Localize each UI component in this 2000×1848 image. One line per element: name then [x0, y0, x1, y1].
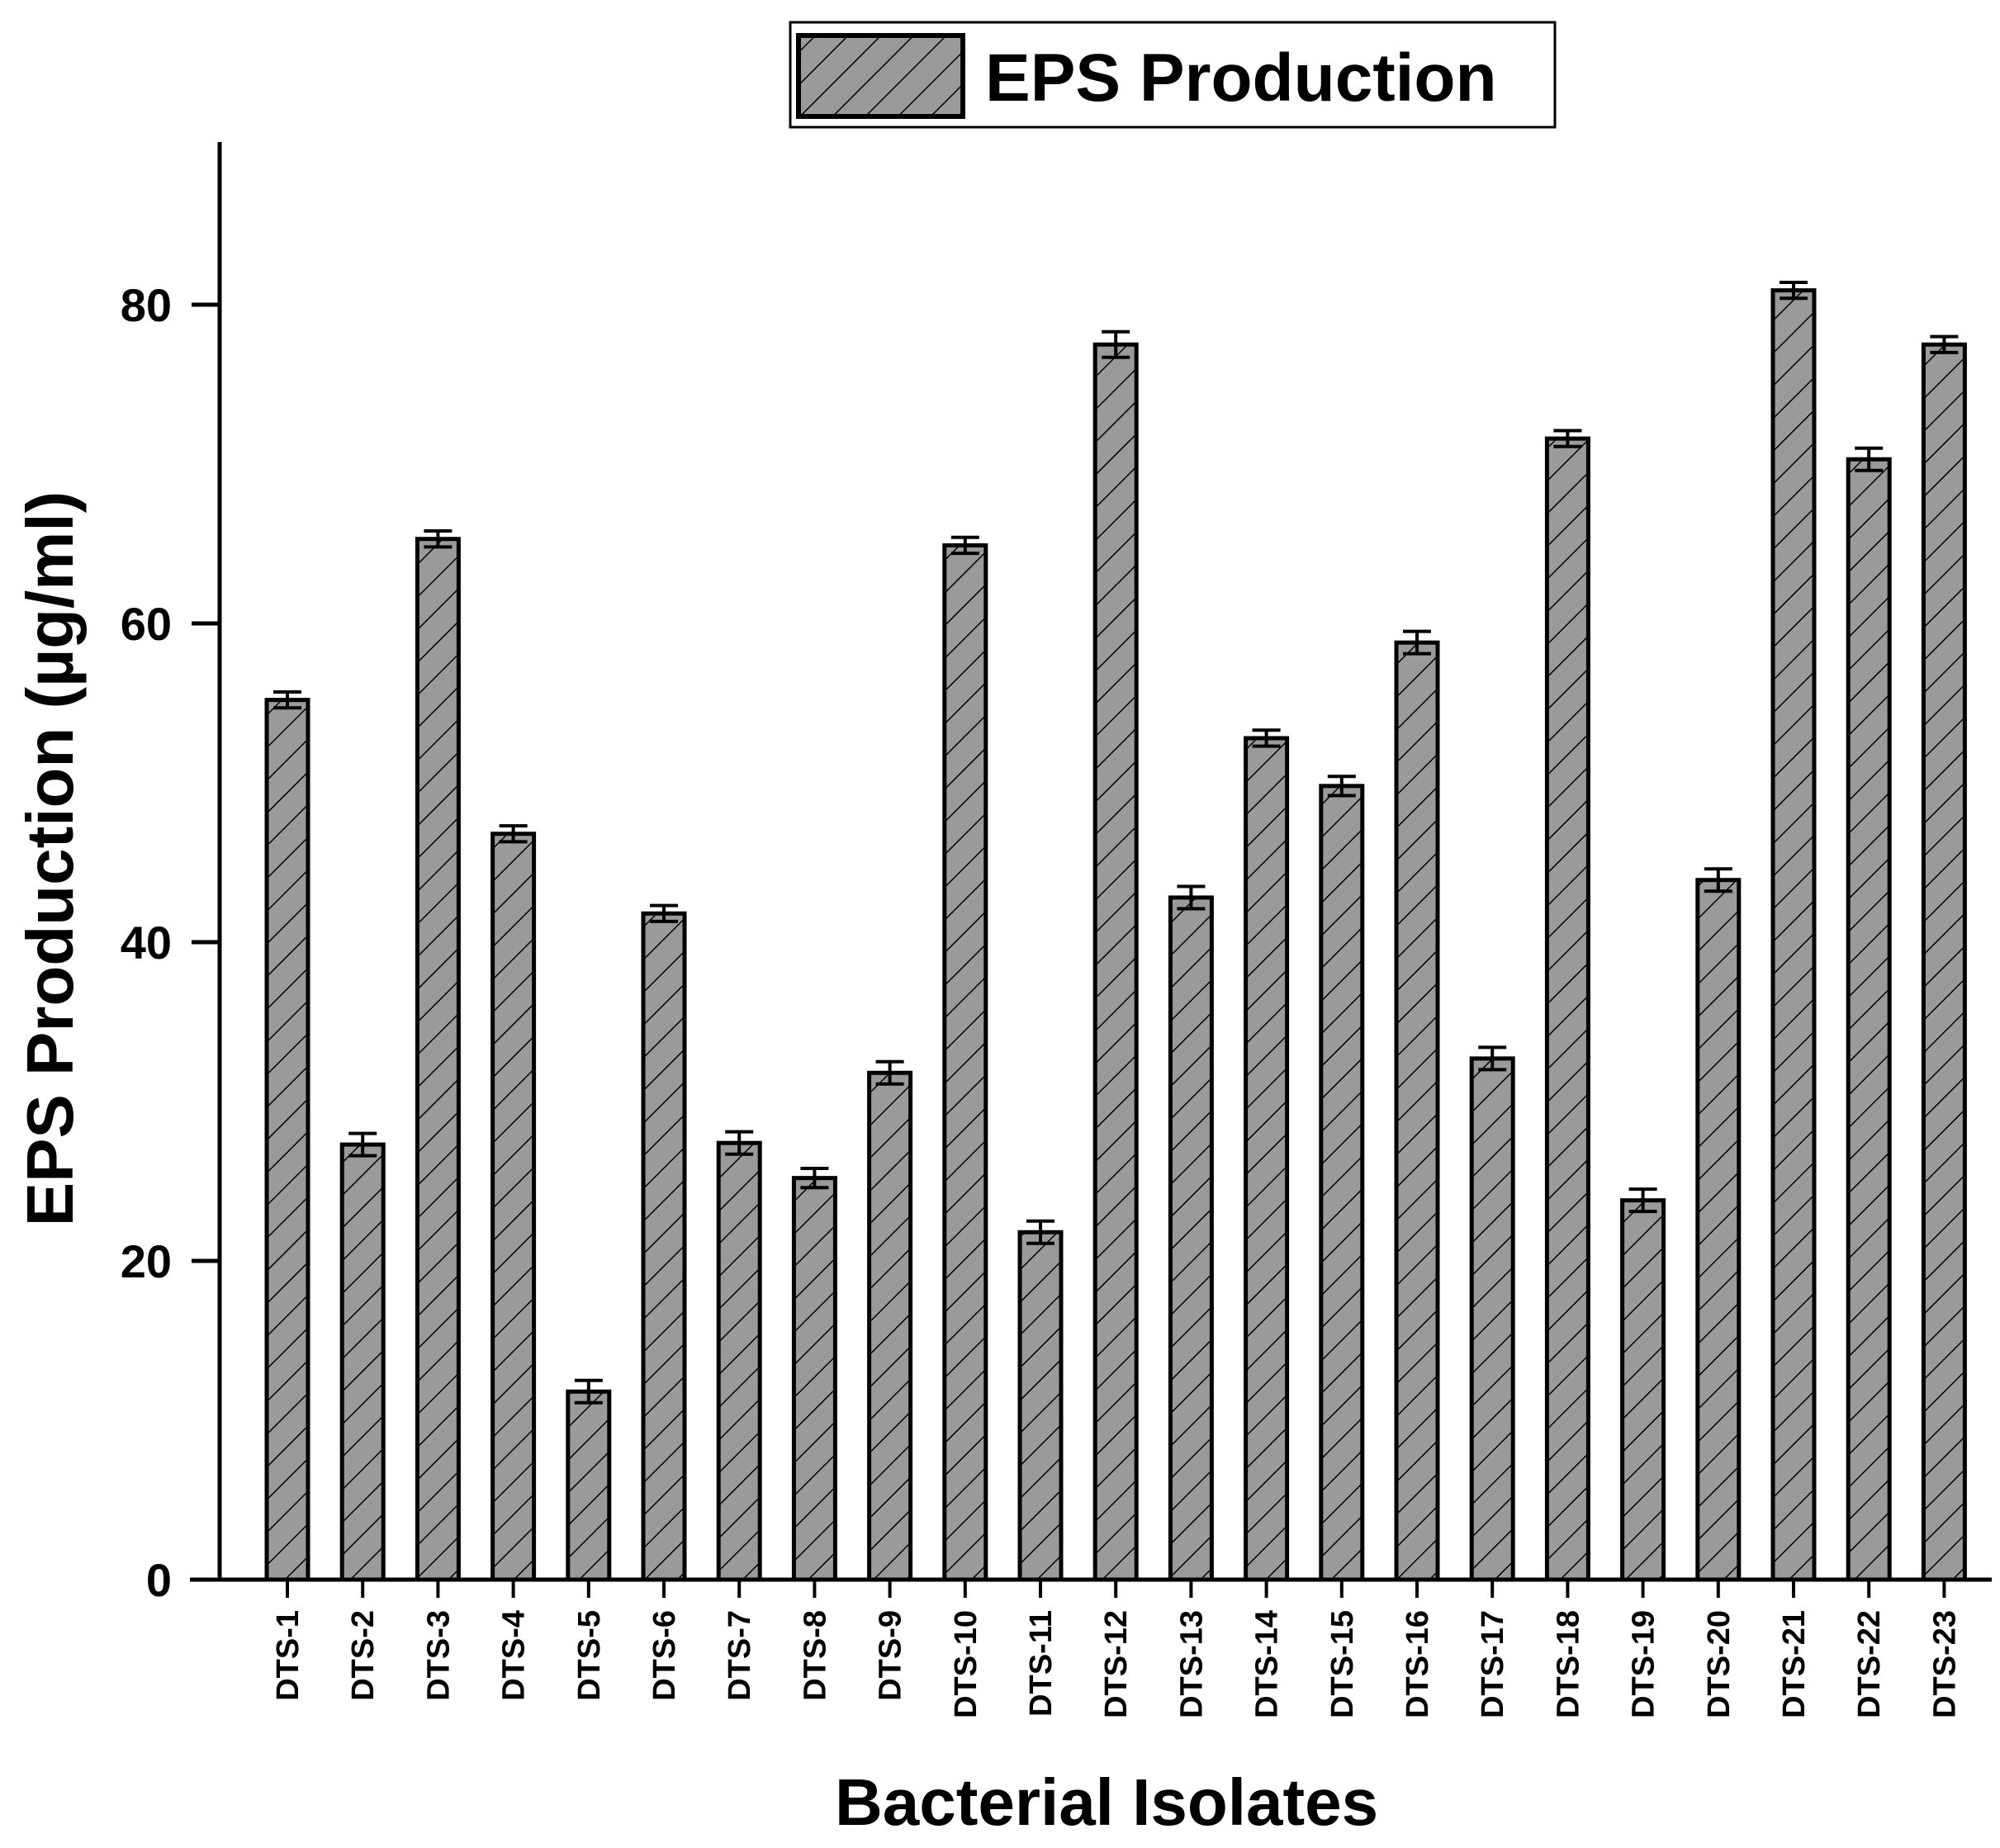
error-bars — [273, 280, 1959, 1405]
x-tick-label: DTS-3 — [421, 1610, 456, 1701]
bar-dts-11 — [1017, 1230, 1064, 1582]
bar-dts-4 — [491, 832, 537, 1582]
error-bar-dts-8 — [800, 1167, 829, 1190]
x-tick-label: DTS-13 — [1174, 1610, 1209, 1718]
x-tick-label: DTS-18 — [1551, 1610, 1585, 1718]
x-tick-label: DTS-17 — [1476, 1610, 1510, 1718]
bar-dts-22 — [1846, 457, 1892, 1582]
bar-dts-9 — [867, 1070, 913, 1582]
x-tick-label: DTS-6 — [647, 1610, 682, 1701]
x-tick-label: DTS-12 — [1099, 1610, 1134, 1718]
error-bar-dts-5 — [574, 1378, 603, 1405]
error-bar-dts-21 — [1780, 280, 1808, 301]
y-tick-label: 80 — [121, 279, 172, 331]
bar-dts-3 — [415, 537, 461, 1582]
x-tick-labels: DTS-1 DTS-2 DTS-3 DTS-4 DTS-5 DTS-6 DTS-7 DTS-8… — [271, 1580, 1962, 1718]
bar-dts-1 — [264, 698, 310, 1582]
bar-dts-10 — [942, 543, 988, 1582]
y-tick-label: 60 — [121, 598, 172, 650]
bar-dts-6 — [641, 911, 687, 1582]
error-bar-dts-9 — [875, 1059, 904, 1086]
error-bar-dts-3 — [424, 529, 453, 549]
error-bar-dts-6 — [650, 903, 678, 923]
bar-dts-14 — [1244, 736, 1290, 1582]
error-bar-dts-18 — [1553, 429, 1582, 448]
error-bar-dts-1 — [273, 689, 301, 710]
error-bar-dts-7 — [725, 1130, 754, 1156]
bar-dts-15 — [1319, 784, 1365, 1582]
x-tick-label: DTS-2 — [346, 1610, 381, 1701]
bar-dts-17 — [1469, 1056, 1515, 1582]
error-bar-dts-12 — [1102, 329, 1130, 359]
x-tick-label: DTS-22 — [1852, 1610, 1887, 1718]
x-tick-label: DTS-7 — [723, 1610, 757, 1701]
bar-dts-5 — [566, 1389, 612, 1582]
error-bar-dts-15 — [1327, 775, 1356, 798]
y-tick-label: 0 — [146, 1554, 172, 1606]
x-tick-label: DTS-19 — [1627, 1610, 1661, 1718]
bar-dts-23 — [1921, 342, 1967, 1582]
error-bar-dts-11 — [1026, 1219, 1055, 1245]
legend: EPS Production — [789, 21, 1557, 129]
x-tick-label: DTS-10 — [949, 1610, 983, 1718]
x-tick-label: DTS-15 — [1325, 1610, 1360, 1718]
bars — [264, 288, 1967, 1582]
x-tick-label: DTS-8 — [798, 1610, 832, 1701]
bar-dts-21 — [1770, 288, 1817, 1582]
error-bar-dts-20 — [1704, 867, 1732, 893]
x-tick-label: DTS-14 — [1250, 1610, 1285, 1718]
y-tick-label: 20 — [121, 1235, 172, 1287]
x-tick-label: DTS-21 — [1777, 1610, 1812, 1718]
bar-dts-18 — [1544, 436, 1590, 1582]
bar-dts-12 — [1092, 342, 1139, 1582]
y-axis-title: EPS Production (µg/ml) — [13, 491, 87, 1227]
y-tick-label: 40 — [121, 917, 172, 969]
x-tick-label: DTS-5 — [572, 1610, 607, 1701]
bar-dts-19 — [1620, 1198, 1666, 1582]
error-bar-dts-2 — [348, 1131, 377, 1158]
bar-dts-20 — [1695, 878, 1742, 1582]
bar-dts-8 — [791, 1176, 837, 1582]
x-axis-title: Bacterial Isolates — [835, 1765, 1378, 1839]
error-bar-dts-22 — [1855, 446, 1884, 472]
y-ticks: 0 20 40 60 80 — [121, 279, 220, 1606]
error-bar-dts-19 — [1628, 1187, 1657, 1214]
error-bar-dts-10 — [950, 535, 979, 556]
x-tick-label: DTS-20 — [1702, 1610, 1737, 1718]
error-bar-dts-14 — [1252, 728, 1281, 748]
x-tick-label: DTS-9 — [874, 1610, 908, 1701]
bar-dts-2 — [339, 1142, 386, 1582]
error-bar-dts-13 — [1177, 884, 1206, 911]
x-tick-label: DTS-23 — [1927, 1610, 1962, 1718]
bar-dts-16 — [1394, 640, 1440, 1582]
error-bar-dts-4 — [499, 824, 528, 844]
legend-label: EPS Production — [985, 40, 1497, 116]
x-tick-label: DTS-16 — [1400, 1610, 1435, 1718]
legend-swatch — [796, 33, 965, 119]
x-tick-label: DTS-11 — [1024, 1610, 1059, 1717]
error-bar-dts-23 — [1930, 334, 1959, 354]
bar-dts-7 — [716, 1140, 762, 1582]
error-bar-dts-16 — [1403, 629, 1431, 656]
bar-dts-13 — [1168, 895, 1214, 1582]
error-bar-dts-17 — [1478, 1045, 1507, 1072]
x-tick-label: DTS-4 — [497, 1610, 532, 1701]
x-tick-label: DTS-1 — [271, 1610, 306, 1701]
